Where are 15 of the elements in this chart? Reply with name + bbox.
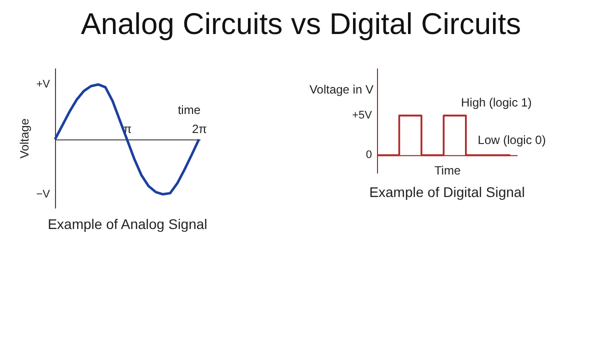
- x-axis-title: Time: [434, 164, 461, 178]
- text: Analog Circuits vs Digital Circuits: [80, 8, 522, 42]
- x-tick-label: 2π: [192, 122, 207, 136]
- x-axis-title: time: [178, 102, 201, 117]
- text: +V: [36, 78, 51, 90]
- annotation: Low (logic 0): [478, 133, 546, 148]
- y-axis-title: Voltage in V: [309, 82, 374, 96]
- text: Example of Analog Signal: [48, 216, 208, 232]
- x-tick-label: π: [123, 122, 132, 136]
- text: −V: [36, 188, 51, 200]
- text: Example of Digital Signal: [369, 184, 525, 200]
- text: +5V: [352, 110, 373, 122]
- text: High (logic 1): [461, 96, 532, 110]
- y-axis-title: Voltage: [18, 118, 32, 159]
- text: 0: [366, 149, 372, 162]
